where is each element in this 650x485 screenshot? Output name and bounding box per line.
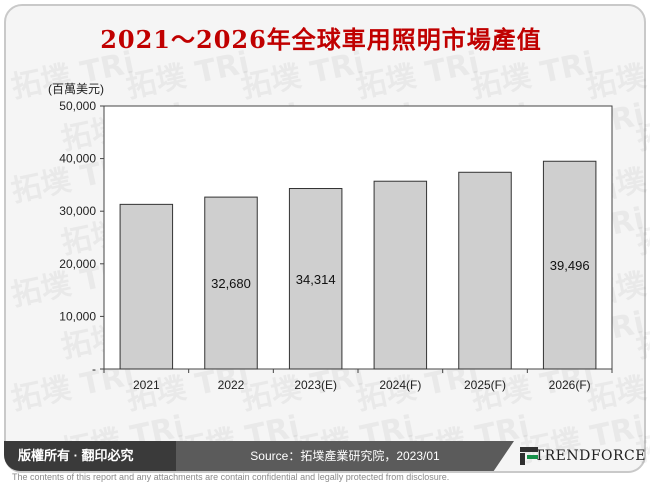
copyright-notice: 版權所有 · 翻印必究 — [4, 441, 176, 471]
y-axis-unit-label: (百萬美元) — [48, 82, 104, 96]
x-tick-label: 2022 — [218, 378, 245, 392]
bar-data-label: 39,496 — [550, 258, 590, 273]
y-tick-label: 40,000 — [59, 152, 96, 166]
y-tick-label: 50,000 — [59, 99, 96, 113]
y-tick-label: - — [92, 362, 96, 376]
bar — [288, 188, 343, 370]
y-tick-label: 30,000 — [59, 204, 96, 218]
trendforce-logo: TRENDFORCE — [514, 441, 646, 471]
x-tick-label: 2023(E) — [294, 378, 337, 392]
x-tick-label: 2026(F) — [549, 378, 591, 392]
bar — [119, 203, 174, 370]
y-tick-label: 20,000 — [59, 257, 96, 271]
source-note: Source：拓墣產業研究院，2023/01 — [176, 441, 514, 471]
footer-bar: 版權所有 · 翻印必究 Source：拓墣產業研究院，2023/01 TREND… — [4, 441, 646, 471]
bar — [204, 196, 258, 370]
brand-name: TRENDFORCE — [534, 448, 646, 464]
x-tick-label: 2025(F) — [464, 378, 506, 392]
y-tick-label: 10,000 — [59, 309, 96, 323]
trendforce-logo-icon — [520, 447, 538, 465]
disclaimer-text: The contents of this report and any atta… — [12, 472, 450, 482]
bar-data-label: 32,680 — [211, 276, 251, 291]
plot-area — [103, 105, 613, 370]
bar — [373, 180, 428, 370]
x-tick-label: 2024(F) — [379, 378, 421, 392]
x-tick-label: 2021 — [133, 378, 160, 392]
bar — [458, 171, 512, 370]
bar — [542, 160, 597, 370]
bar-data-label: 34,314 — [296, 272, 336, 287]
chart-title: 2021～2026年全球車用照明市場產值 — [100, 25, 542, 54]
